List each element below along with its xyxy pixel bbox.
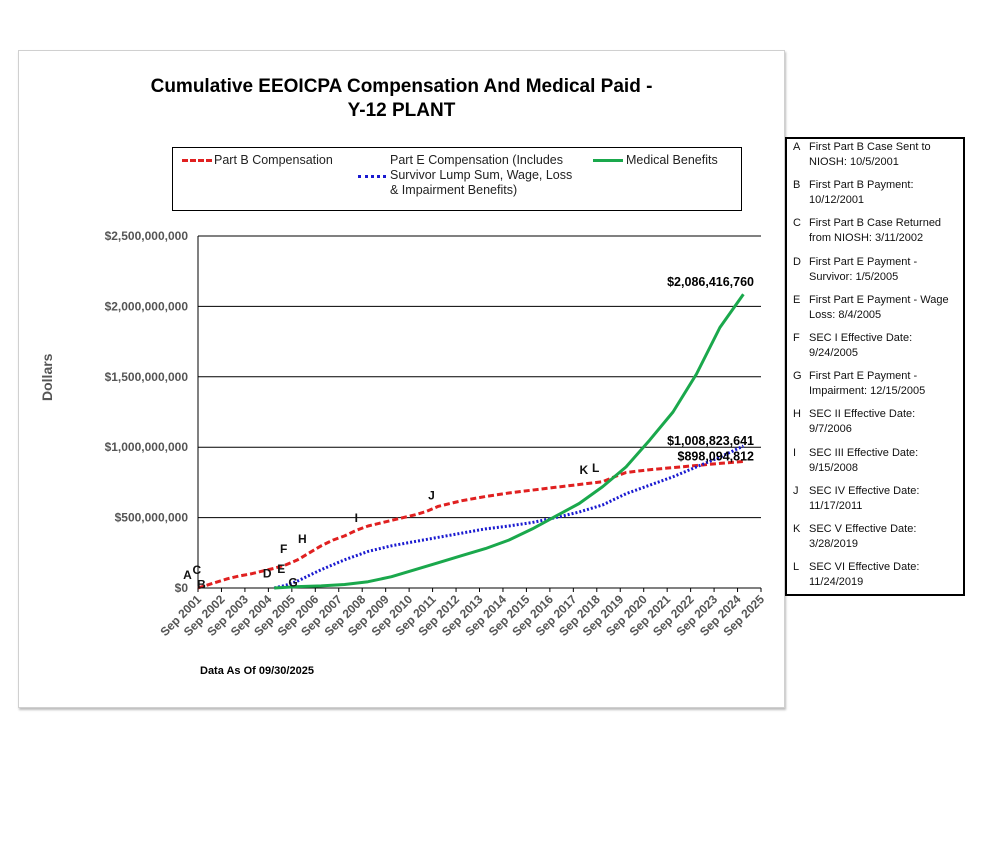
y-tick-label: $500,000,000 — [115, 511, 189, 525]
event-key-letter: D — [793, 255, 801, 268]
event-marker-c: C — [192, 563, 201, 577]
event-key-text: SEC III Effective Date: 9/15/2008 — [809, 446, 919, 474]
legend-label-part-b: Part B Compensation — [214, 153, 333, 167]
chart-title-line1: Cumulative EEOICPA Compensation And Medi… — [150, 76, 653, 97]
event-key-text: First Part E Payment - Survivor: 1/5/200… — [809, 255, 918, 283]
y-tick-label: $2,500,000,000 — [105, 229, 189, 243]
event-key-letter: B — [793, 179, 801, 192]
chart-panel: Cumulative EEOICPA Compensation And Medi… — [18, 50, 785, 708]
event-key-letter: L — [793, 561, 800, 574]
end-value-label: $2,086,416,760 — [667, 275, 754, 289]
event-marker-k: K — [580, 463, 589, 477]
legend-swatch-part-b — [182, 159, 212, 162]
event-key-letter: A — [793, 141, 801, 153]
event-marker-a: A — [183, 568, 192, 582]
event-key-letter: H — [793, 408, 801, 421]
event-marker-f: F — [280, 542, 287, 556]
event-key-text: First Part B Case Sent to NIOSH: 10/5/20… — [809, 141, 931, 168]
event-key-letter: F — [793, 332, 800, 344]
event-key-text: First Part E Payment - Wage Loss: 8/4/20… — [809, 293, 949, 321]
event-key-letter: K — [793, 523, 801, 535]
event-marker-e: E — [277, 562, 285, 576]
event-key-letter: C — [793, 217, 801, 230]
event-key-box: A First Part B Case Sent to NIOSH: 10/5/2… — [785, 137, 965, 596]
legend-swatch-part-e — [358, 175, 386, 178]
series-line-medical — [274, 293, 745, 590]
series-line-part-e — [273, 444, 745, 590]
end-value-label: $1,008,823,641 — [667, 434, 754, 448]
event-key-text: First Part B Case Returned from NIOSH: 3… — [809, 217, 942, 245]
legend: Part B Compensation Part E Compensation … — [172, 147, 742, 211]
legend-swatch-medical — [593, 159, 623, 162]
event-marker-i: I — [355, 511, 358, 525]
data-as-of: Data As Of 09/30/2025 — [200, 665, 314, 677]
event-marker-l: L — [592, 461, 599, 475]
event-key-text: SEC IV Effective Date: 11/17/2011 — [809, 484, 920, 512]
y-tick-label: $1,000,000,000 — [105, 440, 189, 454]
event-key-letter: E — [793, 293, 801, 306]
plot-area: $0 $500,000,000 $1,000,000,000 $1,500,000,0… — [105, 229, 768, 639]
event-key-text: SEC II Effective Date: 9/7/2006 — [809, 408, 916, 436]
legend-label-part-e: Part E Compensation (Includes Survivor L… — [390, 153, 573, 197]
event-key-text: First Part E Payment - Impairment: 12/15… — [809, 370, 926, 398]
end-value-label: $898,094,812 — [678, 450, 755, 464]
event-marker-j: J — [428, 488, 435, 502]
event-key-text: SEC VI Effective Date: 11/24/2019 — [809, 561, 920, 589]
event-marker-g: G — [288, 576, 297, 590]
y-tick-label: $1,500,000,000 — [105, 370, 189, 384]
chart-title: Cumulative EEOICPA Compensation And Medi… — [119, 75, 684, 123]
event-marker-b: B — [197, 578, 206, 592]
event-key-text: SEC V Effective Date: 3/28/2019 — [809, 523, 917, 550]
y-tick-label: $2,000,000,000 — [105, 299, 189, 313]
event-key-letter: J — [793, 484, 799, 497]
event-key-letter: G — [793, 370, 802, 383]
chart-title-line2: Y-12 PLANT — [347, 100, 456, 121]
event-key-letter: I — [793, 446, 797, 459]
legend-label-medical: Medical Benefits — [626, 153, 718, 167]
y-tick-label: $0 — [175, 581, 189, 595]
event-key-text: First Part B Payment: 10/12/2001 — [809, 179, 914, 207]
event-marker-h: H — [298, 532, 307, 546]
event-marker-d: D — [263, 566, 272, 580]
event-key-text: SEC I Effective Date: 9/24/2005 — [809, 332, 913, 359]
